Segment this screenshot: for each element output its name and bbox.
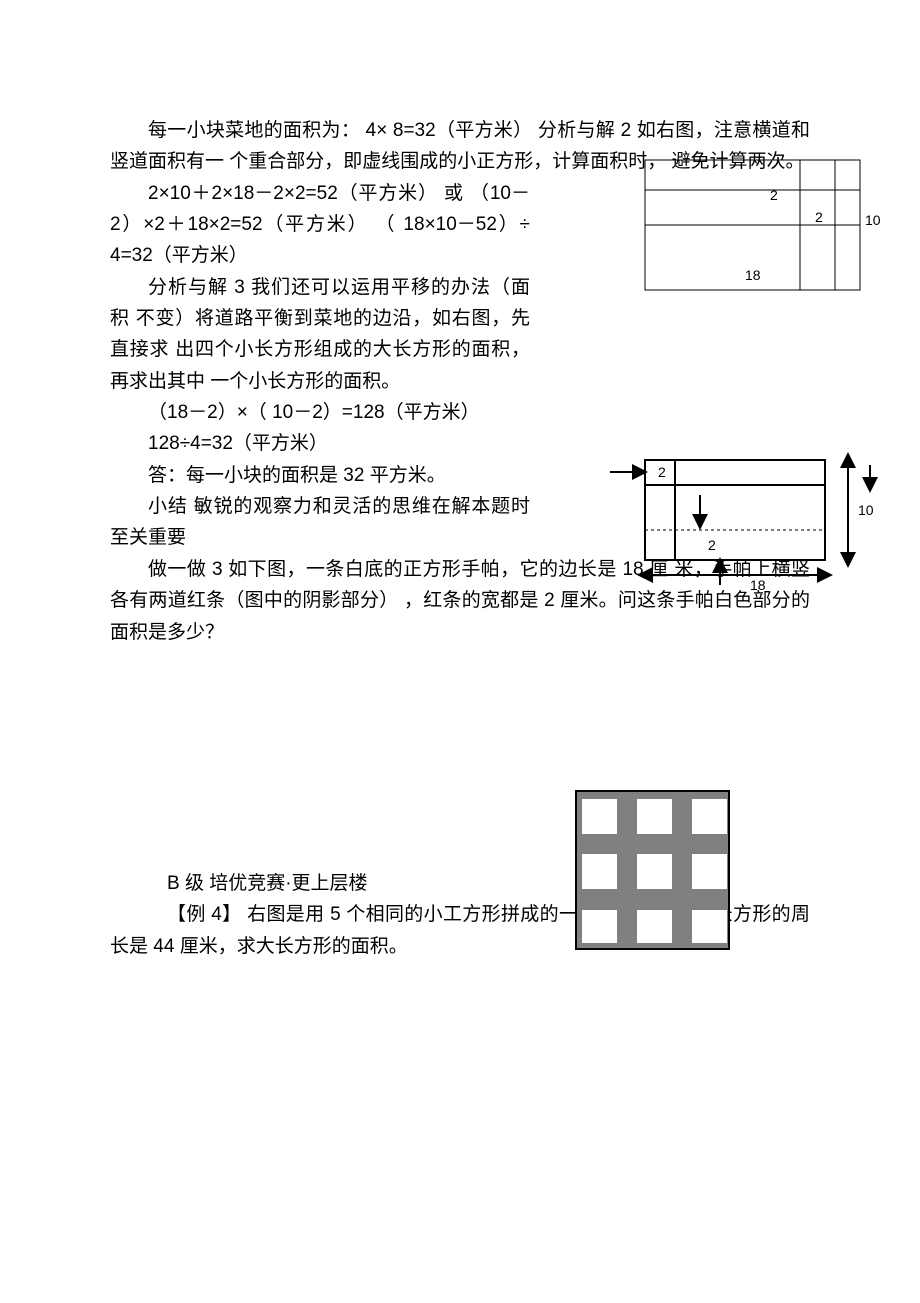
fig1-label-2a: 2 [770, 187, 778, 203]
fig3-cell [692, 799, 727, 834]
para-4: （18－2）×（ 10－2）=128（平方米） [110, 397, 530, 428]
fig1-label-18: 18 [745, 267, 761, 283]
figure-1: 2 2 10 18 [635, 150, 880, 300]
fig2-label-10: 10 [858, 502, 874, 518]
fig3-cell [637, 910, 672, 943]
page: 2 2 10 18 [0, 0, 920, 1303]
fig3-cell [582, 854, 617, 889]
fig2-label-2b: 2 [708, 537, 716, 553]
fig3-cell [692, 854, 727, 889]
fig2-label-18: 18 [750, 577, 766, 593]
figure-3 [575, 790, 730, 950]
fig3-box [575, 790, 730, 950]
fig3-cell [582, 799, 617, 834]
para-3: 分析与解 3 我们还可以运用平移的办法（面积 不变）将道路平衡到菜地的边沿，如右… [110, 272, 530, 397]
fig3-cell [582, 910, 617, 943]
para-7: 小结 敏锐的观察力和灵活的思维在解本题时至关重要 [110, 491, 530, 554]
para-2: 2×10＋2×18－2×2=52（平方米） 或 （10－2）×2＋18×2=52… [110, 178, 530, 272]
fig3-cell [637, 854, 672, 889]
para-5: 128÷4=32（平方米） [110, 428, 530, 459]
fig1-label-2b: 2 [815, 209, 823, 225]
para-6: 答：每一小块的面积是 32 平方米。 [110, 460, 530, 491]
fig1-label-10: 10 [865, 212, 880, 228]
fig2-label-2a: 2 [658, 464, 666, 480]
fig3-cell [692, 910, 727, 943]
figure-2: 2 2 10 18 [600, 450, 880, 605]
fig3-cell [637, 799, 672, 834]
